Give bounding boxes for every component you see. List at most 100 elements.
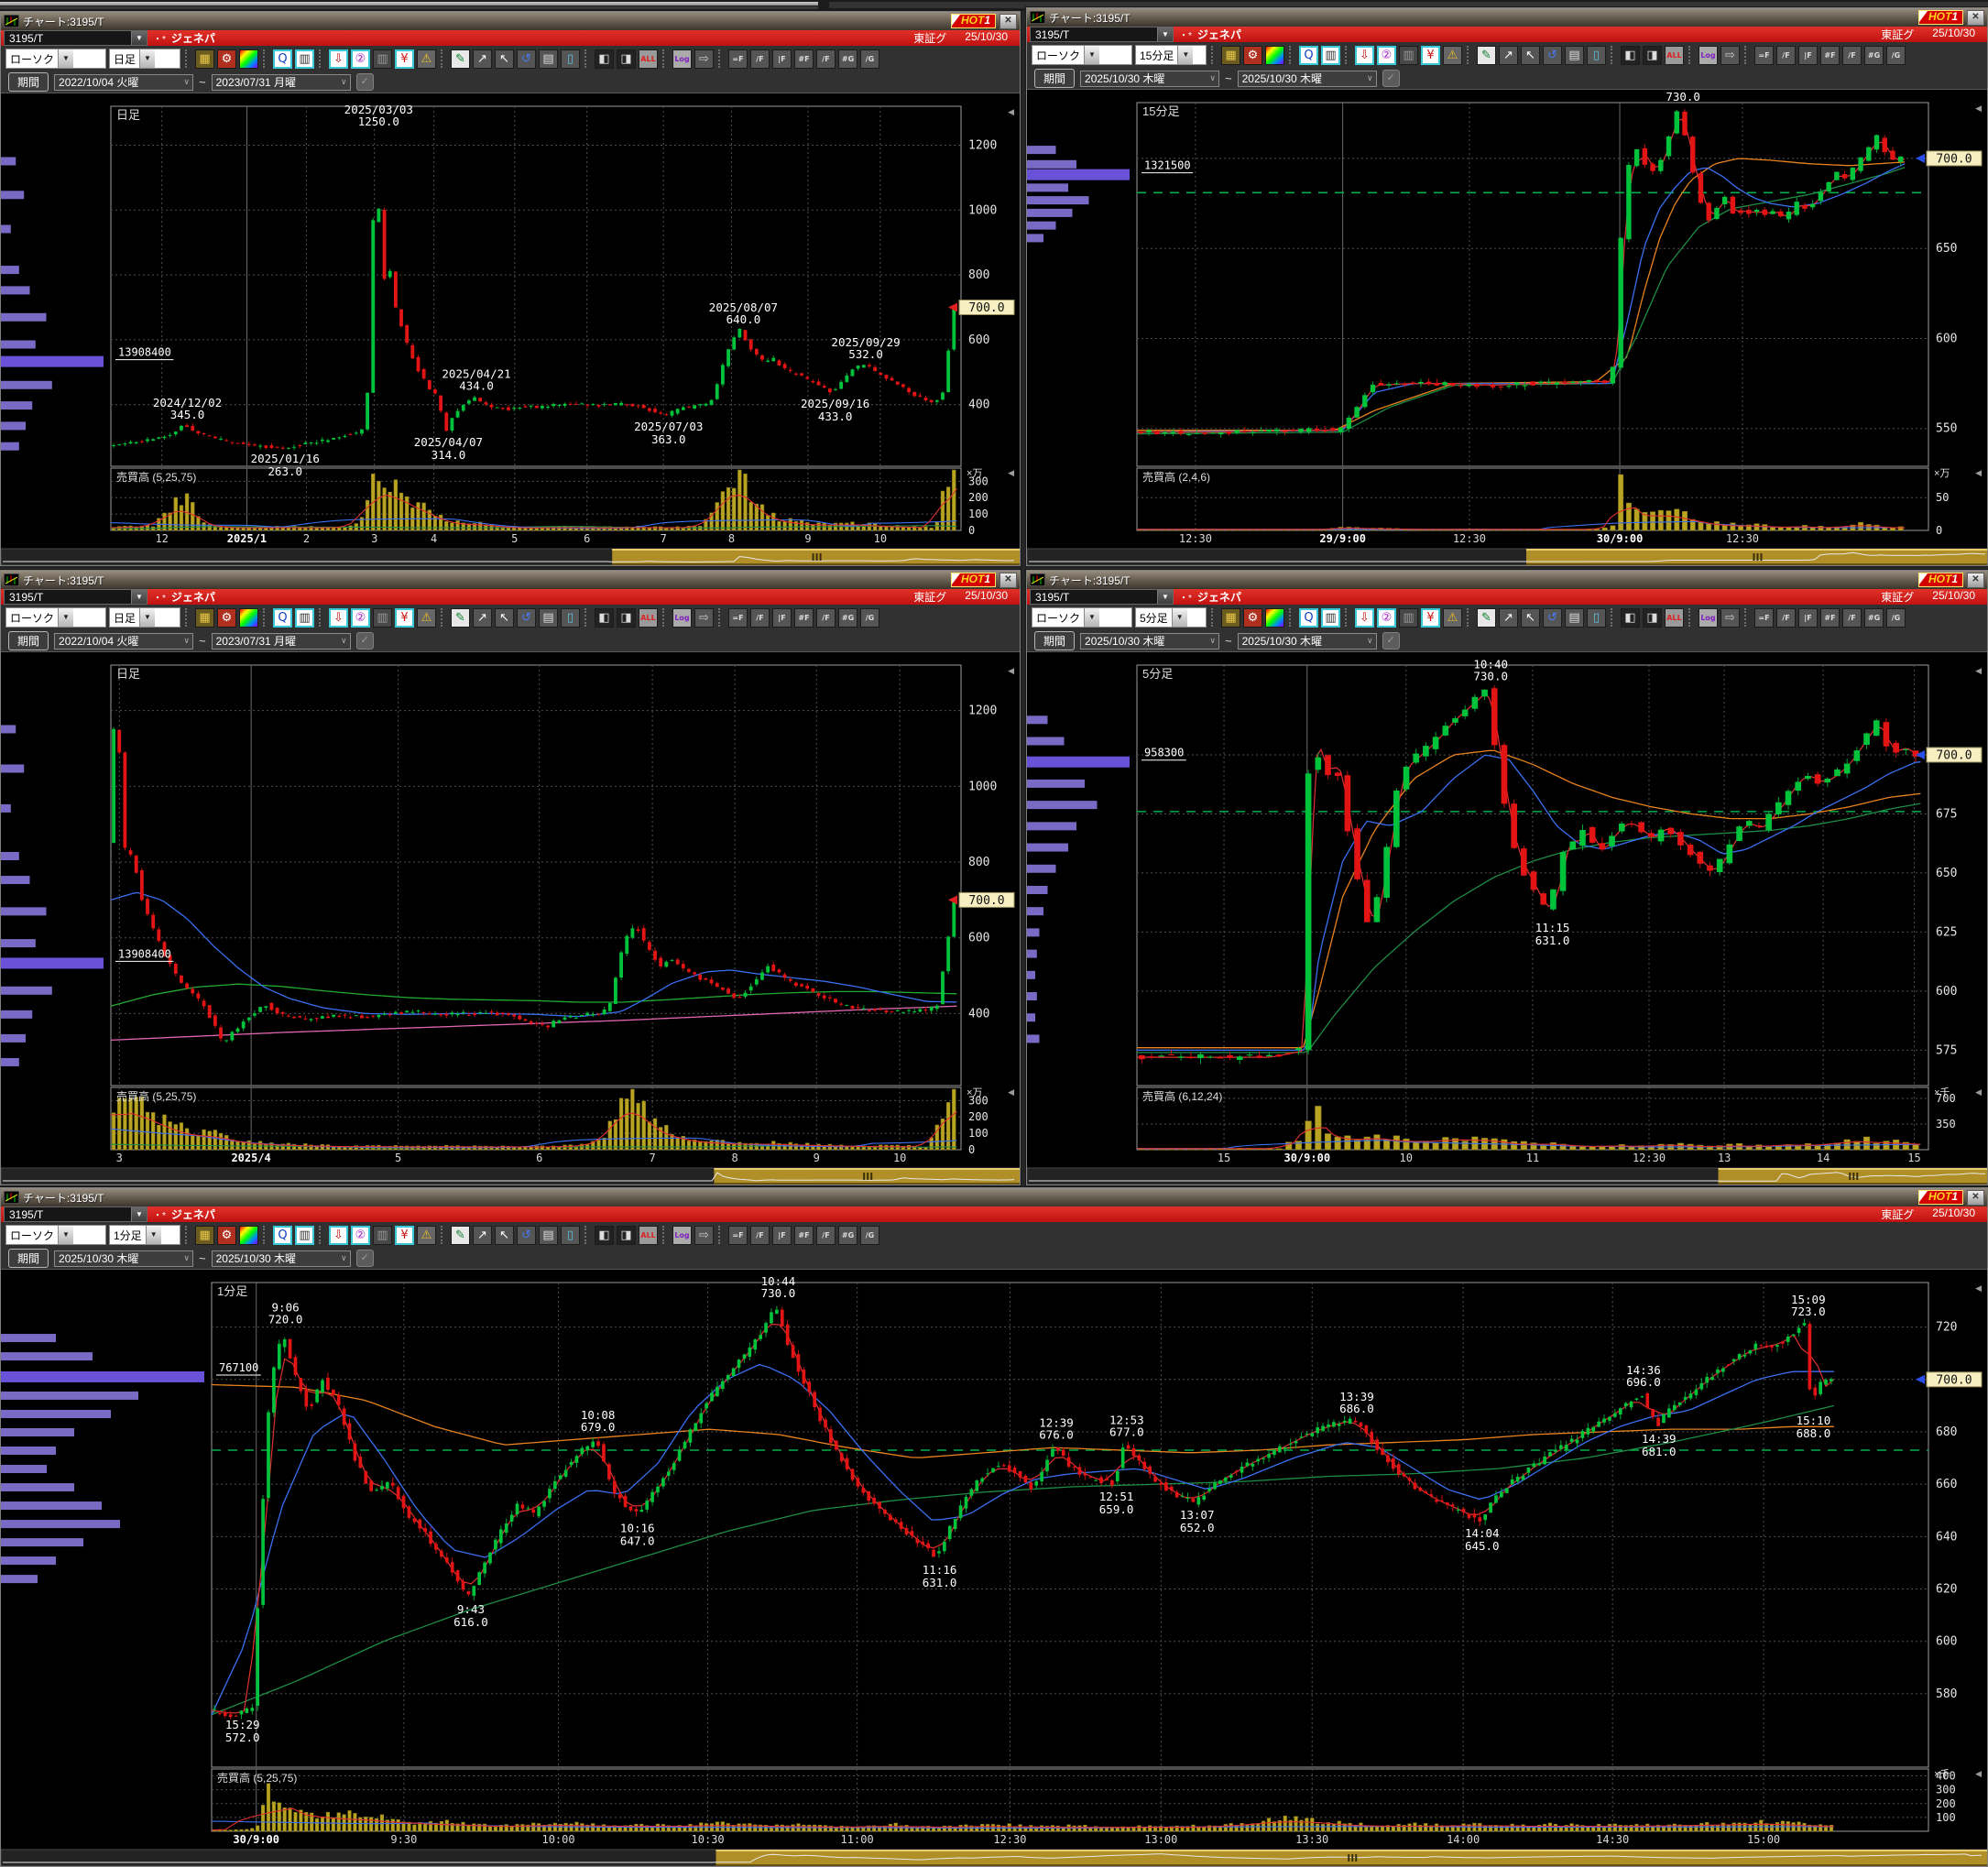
chart-bars-icon[interactable]: ▥: [373, 1225, 392, 1245]
symbol-input[interactable]: 3195/T ▼: [4, 30, 147, 46]
fib-lines-icon[interactable]: =F: [1754, 45, 1774, 65]
current-price-tag[interactable]: 700.0: [1916, 1371, 1983, 1388]
alert-icon[interactable]: ⚠: [1443, 45, 1462, 65]
gann-grid-icon[interactable]: #G: [1864, 607, 1884, 628]
pencil-icon[interactable]: ✎: [1477, 607, 1496, 628]
close-button[interactable]: ✕: [1967, 572, 1984, 588]
pane-resize-arrow-icon[interactable]: ◀: [1975, 1283, 1982, 1293]
hot1-badge[interactable]: HOT1: [950, 14, 996, 28]
layout-icon[interactable]: ▥: [295, 1225, 314, 1245]
fib-arc-icon[interactable]: /F: [1842, 607, 1862, 628]
chevron-down-icon[interactable]: ▼: [145, 1226, 161, 1244]
yen-icon[interactable]: ¥: [1421, 607, 1440, 628]
pointer-icon[interactable]: ↖: [1521, 607, 1540, 628]
chevron-down-icon[interactable]: ∨: [183, 77, 191, 86]
chevron-down-icon[interactable]: ▼: [1177, 46, 1194, 64]
chevron-down-icon[interactable]: ▼: [1171, 608, 1187, 627]
chart-bars-icon[interactable]: ▥: [1399, 607, 1418, 628]
chart-bars-icon[interactable]: ▥: [373, 49, 392, 69]
pattern-icon[interactable]: ▦: [195, 1225, 214, 1245]
period-apply-checkbox[interactable]: ✓: [1382, 70, 1400, 87]
chevron-down-icon[interactable]: ▼: [58, 608, 74, 627]
undo-icon[interactable]: ↺: [1543, 607, 1562, 628]
min1-chart-window[interactable]: チャート:3195/T HOT1 ✕ 3195/T ▼ ・* ジェネパ 東証グ 25/10/30…: [0, 1187, 1988, 1867]
period-from-select[interactable]: 2022/10/04 火曜 ∨: [54, 73, 194, 91]
all-icon[interactable]: ALL: [639, 607, 658, 628]
pane-resize-arrow-icon[interactable]: ◀: [1975, 104, 1982, 113]
chevron-down-icon[interactable]: ∨: [1367, 73, 1373, 82]
symbol-dropdown-button[interactable]: ▼: [1157, 590, 1173, 604]
undo-icon[interactable]: ↺: [517, 1225, 536, 1245]
pattern-icon[interactable]: ▦: [1221, 607, 1240, 628]
close-button[interactable]: ✕: [1967, 9, 1984, 26]
chart-navigator-scrollbar[interactable]: [1, 1849, 1987, 1866]
chevron-down-icon[interactable]: ▼: [58, 1226, 74, 1244]
timeframe-select[interactable]: 日足 ▼: [109, 607, 180, 628]
pane-resize-arrow-icon[interactable]: ◀: [1975, 468, 1982, 477]
gann-fan-icon[interactable]: /G: [1886, 607, 1906, 628]
all-icon[interactable]: ALL: [1665, 607, 1684, 628]
zoom-icon[interactable]: Q: [273, 607, 292, 628]
chart-navigator-scrollbar[interactable]: [1, 548, 1020, 565]
window-titlebar[interactable]: チャート:3195/T HOT1 ✕: [1027, 8, 1987, 27]
chevron-down-icon[interactable]: ∨: [1209, 636, 1217, 645]
memo-icon[interactable]: ▤: [1565, 607, 1584, 628]
pattern-icon[interactable]: ▦: [195, 49, 214, 69]
fib-lines-icon[interactable]: =F: [728, 607, 748, 628]
alert-icon[interactable]: ⚠: [417, 49, 436, 69]
fib-fan-icon[interactable]: /F: [750, 49, 770, 69]
chevron-down-icon[interactable]: ∨: [341, 636, 347, 645]
step-icon[interactable]: ⇨: [694, 49, 714, 69]
top-scrollbar[interactable]: [0, 2, 818, 5]
gradient-icon[interactable]: [1265, 607, 1284, 628]
pencil-icon[interactable]: ✎: [1477, 45, 1496, 65]
memo-icon[interactable]: ▤: [1565, 45, 1584, 65]
log-icon[interactable]: Log: [1699, 45, 1718, 65]
chevron-down-icon[interactable]: ▼: [139, 49, 156, 68]
interval-left-icon[interactable]: ◧: [1621, 607, 1640, 628]
period-button[interactable]: 期間: [8, 631, 49, 650]
step-icon[interactable]: ⇨: [1720, 45, 1740, 65]
wrench-icon[interactable]: ⚙: [217, 607, 236, 628]
pane-resize-arrow-icon[interactable]: ◀: [1008, 1087, 1014, 1097]
log-icon[interactable]: Log: [672, 607, 692, 628]
chart-navigator-scrollbar[interactable]: [1027, 548, 1987, 565]
fib-fan-icon[interactable]: /F: [750, 607, 770, 628]
yen-icon[interactable]: ¥: [1421, 45, 1440, 65]
chevron-down-icon[interactable]: ∨: [183, 1253, 191, 1262]
pane-resize-arrow-icon[interactable]: ◀: [1008, 468, 1014, 477]
current-price-tag[interactable]: 700.0: [1916, 747, 1983, 763]
circled2-icon[interactable]: ②: [1377, 45, 1396, 65]
hot1-badge[interactable]: HOT1: [950, 573, 996, 587]
fib-timezone-icon[interactable]: |F: [1798, 607, 1818, 628]
pane-resize-arrow-icon[interactable]: ◀: [1975, 666, 1982, 675]
gann-grid-icon[interactable]: #G: [838, 49, 857, 69]
interval-left-icon[interactable]: ◧: [595, 1225, 614, 1245]
gradient-icon[interactable]: [239, 607, 258, 628]
chart-type-select[interactable]: ローソク ▼: [1032, 45, 1132, 65]
circled2-icon[interactable]: ②: [351, 49, 370, 69]
chevron-down-icon[interactable]: ∨: [183, 636, 191, 645]
chart-navigator-scrollbar[interactable]: [1, 1167, 1020, 1185]
window-titlebar[interactable]: チャート:3195/T HOT1 ✕: [1, 12, 1020, 30]
min5-chart-window[interactable]: チャート:3195/T HOT1 ✕ 3195/T ▼ ・* ジェネパ 東証グ 25/10/30…: [1026, 570, 1988, 1185]
timeframe-select[interactable]: 日足 ▼: [109, 49, 180, 69]
chevron-down-icon[interactable]: ∨: [1367, 636, 1373, 645]
timeframe-select[interactable]: 15分足 ▼: [1135, 45, 1207, 65]
fib-lines-icon[interactable]: =F: [1754, 607, 1774, 628]
step-icon[interactable]: ⇨: [694, 607, 714, 628]
chevron-down-icon[interactable]: ▼: [1084, 608, 1100, 627]
circled2-icon[interactable]: ②: [1377, 607, 1396, 628]
period-from-select[interactable]: 2025/10/30 木曜 ∨: [54, 1250, 194, 1267]
interval-right-icon[interactable]: ◨: [617, 607, 636, 628]
undo-icon[interactable]: ↺: [1543, 45, 1562, 65]
gradient-icon[interactable]: [239, 49, 258, 69]
period-apply-checkbox[interactable]: ✓: [355, 632, 374, 650]
fib-fan-icon[interactable]: /F: [1776, 607, 1796, 628]
chart-type-select[interactable]: ローソク ▼: [5, 1225, 106, 1245]
fib-fan-icon[interactable]: /F: [750, 1225, 770, 1245]
circled2-icon[interactable]: ②: [351, 607, 370, 628]
chevron-down-icon[interactable]: ▼: [58, 49, 74, 68]
pattern-icon[interactable]: ▦: [1221, 45, 1240, 65]
